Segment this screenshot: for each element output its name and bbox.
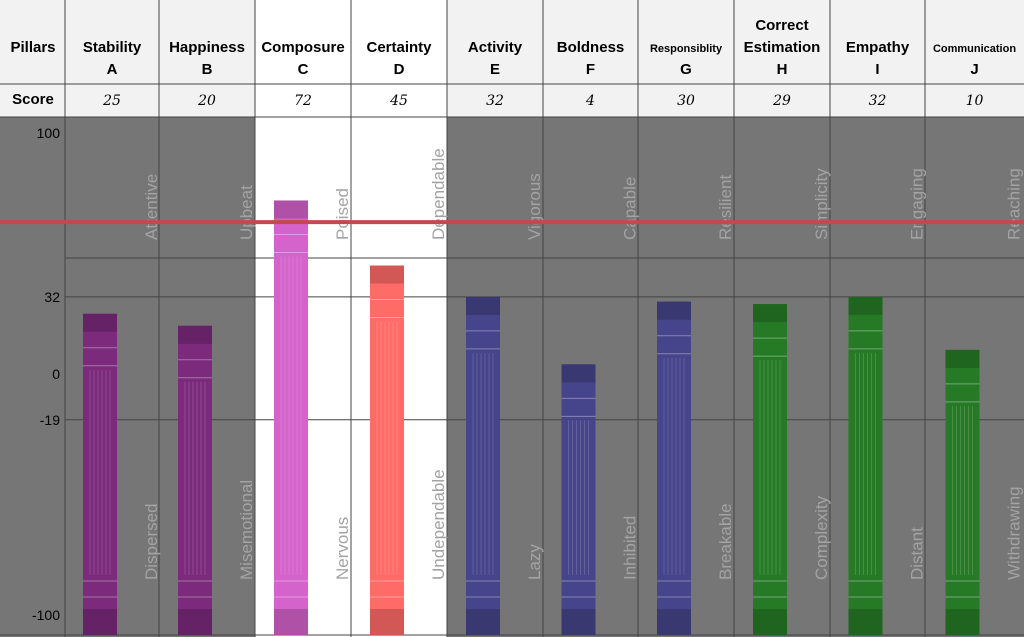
pillar-letter: C (298, 61, 309, 78)
pillar-letter: D (394, 61, 405, 78)
pillar-positive-trait: Simplicity (812, 168, 831, 240)
pillar-bar (848, 296, 883, 635)
pillar-letter: G (680, 61, 692, 78)
pillar-positive-trait: Dependable (429, 148, 448, 240)
pillar-name: Estimation (744, 39, 821, 56)
pillar-score: 32 (869, 93, 887, 109)
pillar-negative-trait: Undependable (429, 469, 448, 580)
pillar-bar (274, 200, 308, 636)
pillar-capital (83, 313, 117, 332)
pillar-negative-trait: Misemotional (237, 480, 256, 580)
pillar-positive-trait: Engaging (908, 168, 927, 240)
pillar-name: Responsiblity (650, 43, 723, 55)
pillar-base (466, 609, 500, 635)
pillar-score: 32 (486, 93, 504, 109)
pillar-score: 25 (102, 93, 121, 109)
pillar-bar (945, 349, 980, 635)
pillar-name: Certainty (366, 39, 432, 56)
pillar-negative-trait: Withdrawing (1005, 486, 1024, 580)
pillar-name: Correct (755, 17, 808, 34)
pillar-positive-trait: Vigorous (525, 173, 544, 240)
pillar-bar (370, 265, 404, 635)
pillar-base (945, 609, 980, 635)
score-row-label: Score (12, 91, 54, 108)
pillar-base (83, 609, 117, 635)
pillar-negative-trait: Dispersed (142, 503, 161, 580)
pillar-score: 20 (197, 93, 216, 109)
pillar-letter: B (202, 61, 213, 78)
pillar-negative-trait: Breakable (716, 503, 735, 580)
pillar-name: Activity (468, 39, 523, 56)
pillar-base (178, 609, 212, 635)
y-tick-label: -19 (40, 412, 60, 428)
pillar-base (657, 609, 691, 635)
pillar-bar (657, 301, 691, 635)
pillar-name: Happiness (169, 39, 245, 56)
pillar-positive-trait: Capable (621, 177, 640, 240)
pillar-capital (370, 265, 404, 284)
pillar-positive-trait: Poised (333, 188, 352, 240)
pillar-score: 30 (677, 93, 695, 109)
y-tick-label: -100 (32, 607, 60, 623)
pillar-bar (466, 296, 500, 635)
pillar-capital (753, 304, 787, 323)
pillar-positive-trait: Attentive (142, 174, 161, 240)
pillar-name: Empathy (846, 39, 910, 56)
pillar-bar (753, 304, 787, 635)
pillar-name: Communication (933, 43, 1016, 55)
pillar-letter: J (970, 61, 978, 78)
pillar-base (753, 609, 787, 635)
score-row-background (0, 84, 1024, 117)
axis-column-background (0, 117, 65, 637)
pillar-bar (561, 364, 596, 635)
pillar-score: 45 (389, 93, 408, 109)
y-tick-label: 100 (37, 125, 61, 141)
pillar-capital (466, 296, 500, 315)
pillar-negative-trait: Inhibited (621, 516, 640, 580)
pillar-negative-trait: Distant (908, 527, 927, 580)
pillar-name: Stability (83, 39, 142, 56)
pillar-letter: H (777, 61, 788, 78)
y-tick-label: 0 (52, 366, 60, 382)
pillar-capital (178, 325, 212, 344)
pillar-bar (83, 313, 117, 635)
pillar-base (370, 609, 404, 635)
pillar-score: 10 (966, 93, 984, 109)
pillar-capital (274, 200, 308, 219)
pillar-score: 72 (294, 93, 312, 109)
pillar-letter: I (875, 61, 879, 78)
pillar-score: 29 (772, 93, 791, 109)
pillar-negative-trait: Nervous (333, 517, 352, 580)
pillar-capital (945, 349, 980, 368)
pillar-base (848, 609, 883, 635)
pillar-letter: A (107, 61, 118, 78)
pillar-capital (657, 301, 691, 320)
pillar-name: Boldness (557, 39, 625, 56)
header-row-background (0, 0, 1024, 84)
pillar-letter: F (586, 61, 595, 78)
pillar-base (561, 609, 596, 635)
pillar-capital (848, 296, 883, 315)
pillar-positive-trait: Resilient (716, 175, 735, 240)
pillar-negative-trait: Complexity (812, 495, 831, 580)
pillar-letter: E (490, 61, 500, 78)
pillar-base (274, 609, 308, 635)
pillar-negative-trait: Lazy (525, 544, 544, 580)
pillar-bar (178, 325, 212, 635)
pillars-row-label: Pillars (10, 39, 55, 56)
y-tick-label: 32 (44, 289, 60, 305)
pillar-positive-trait: Upbeat (237, 185, 256, 240)
pillar-score: 4 (585, 93, 595, 109)
pillar-positive-trait: Reaching (1005, 168, 1024, 240)
pillar-name: Composure (261, 39, 344, 56)
pillar-capital (561, 364, 596, 383)
